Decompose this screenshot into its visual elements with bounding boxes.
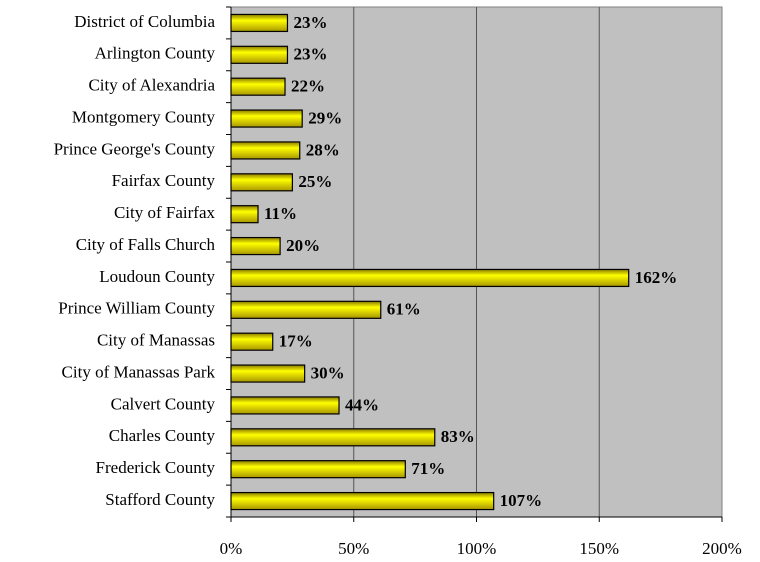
x-tick-label: 50%: [338, 539, 369, 558]
bar: [230, 332, 274, 351]
bar: [230, 396, 340, 415]
value-label: 29%: [308, 108, 342, 127]
y-tick-label: City of Fairfax: [114, 203, 216, 222]
x-tick-label: 0%: [220, 539, 243, 558]
value-label: 162%: [635, 268, 678, 287]
y-tick-label: Prince William County: [58, 299, 215, 318]
x-tick-label: 100%: [457, 539, 497, 558]
bar: [230, 236, 281, 256]
x-tick-label: 200%: [702, 539, 742, 558]
y-tick-label: Prince George's County: [54, 139, 216, 158]
value-label: 30%: [311, 363, 345, 382]
bar: [230, 364, 306, 383]
x-tick-label: 150%: [579, 539, 619, 558]
bar: [230, 45, 289, 64]
y-tick-label: Charles County: [109, 426, 216, 445]
y-tick-label: Montgomery County: [72, 107, 216, 126]
y-tick-label: Loudoun County: [99, 267, 215, 286]
value-label: 28%: [306, 140, 340, 159]
value-label: 23%: [293, 45, 327, 64]
y-tick-label: Stafford County: [105, 490, 215, 509]
value-label: 20%: [286, 236, 320, 255]
bar: [230, 491, 495, 511]
y-tick-label: Calvert County: [111, 394, 216, 413]
y-tick-label: City of Manassas: [97, 331, 215, 350]
y-tick-label: City of Falls Church: [76, 235, 216, 254]
bar: [230, 77, 286, 96]
y-tick-label: Fairfax County: [112, 171, 216, 190]
bar: [230, 300, 382, 319]
value-label: 11%: [264, 204, 297, 223]
value-label: 83%: [441, 427, 475, 446]
y-tick-label: Frederick County: [96, 458, 216, 477]
value-label: 23%: [293, 13, 327, 32]
bar: [230, 173, 293, 192]
bar: [230, 460, 406, 479]
value-label: 61%: [387, 300, 421, 319]
bar: [230, 428, 436, 447]
bar: [230, 109, 303, 128]
value-label: 107%: [500, 491, 543, 510]
value-label: 25%: [298, 172, 332, 191]
value-label: 22%: [291, 77, 325, 96]
y-tick-label: Arlington County: [95, 44, 216, 63]
y-tick-label: District of Columbia: [74, 12, 215, 31]
y-tick-label: City of Alexandria: [88, 76, 215, 95]
value-label: 17%: [279, 332, 313, 351]
value-label: 44%: [345, 395, 379, 414]
bar: [230, 141, 301, 160]
bar: [230, 205, 259, 224]
value-label: 71%: [411, 459, 445, 478]
y-tick-label: City of Manassas Park: [62, 362, 216, 381]
bar: [230, 13, 289, 33]
bar: [230, 268, 630, 288]
